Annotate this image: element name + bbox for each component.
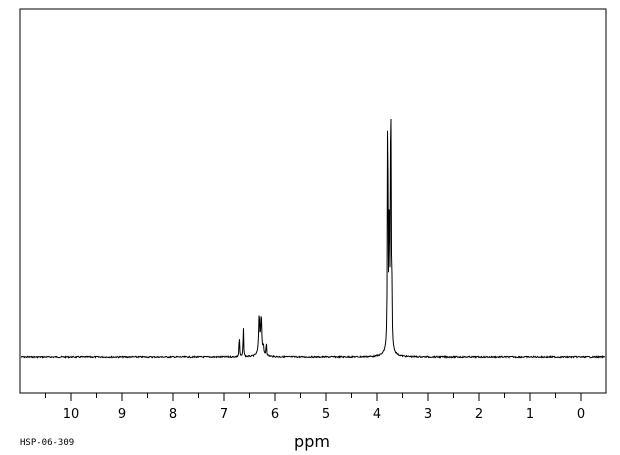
tick-label: 10 [63,407,80,422]
tick-label: 2 [475,407,483,422]
tick-label: 7 [220,407,228,422]
plot-frame [19,8,607,394]
x-axis-tick-labels: 10 9 8 7 6 5 4 3 2 1 0 [63,407,585,422]
tick-label: 5 [322,407,330,422]
tick-label: 3 [424,407,432,422]
x-axis-ticks [45,393,582,401]
tick-label: 4 [373,407,381,422]
tick-label: 6 [271,407,279,422]
tick-label: 9 [118,407,126,422]
tick-label: 1 [526,407,534,422]
tick-label: 0 [577,407,585,422]
spectrum-code-label: HSP-06-309 [20,438,74,448]
x-axis-label: ppm [294,432,330,451]
tick-label: 8 [169,407,177,422]
spectrum-trace [20,119,606,359]
